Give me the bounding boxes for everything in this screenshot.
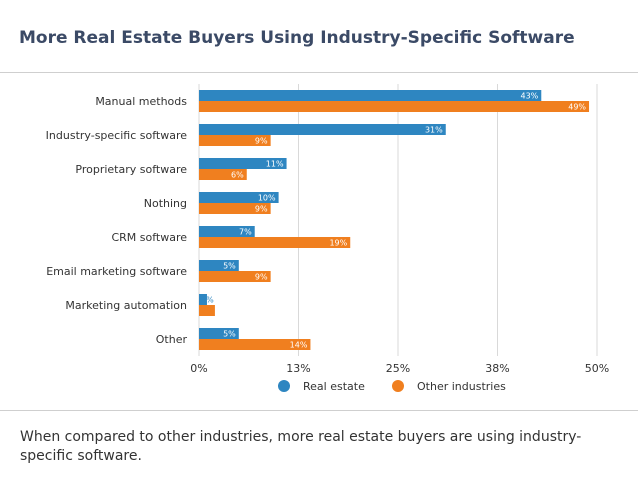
bar-real-estate	[199, 158, 287, 169]
bar-real-estate	[199, 260, 239, 271]
bar-other-industries	[199, 339, 311, 350]
data-label: 5%	[223, 330, 236, 339]
bar-other-industries	[199, 169, 247, 180]
page-title: More Real Estate Buyers Using Industry-S…	[19, 28, 575, 48]
data-label: 9%	[255, 205, 268, 214]
x-tick-label: 0%	[190, 362, 207, 375]
bar-other-industries	[199, 237, 351, 248]
data-label: 6%	[231, 171, 244, 180]
data-label: 31%	[425, 126, 443, 135]
data-label: 2%	[201, 307, 214, 316]
category-label: Marketing automation	[65, 299, 187, 312]
bar-real-estate	[199, 328, 239, 339]
data-label: 14%	[290, 341, 308, 350]
category-label: Proprietary software	[75, 163, 187, 176]
data-label: 5%	[223, 262, 236, 271]
category-label: Manual methods	[95, 95, 187, 108]
bar-real-estate	[199, 124, 446, 135]
bar-real-estate	[199, 192, 279, 203]
bar-other-industries	[199, 305, 215, 316]
x-tick-label: 13%	[286, 362, 310, 375]
bar-real-estate	[199, 90, 542, 101]
category-label: Nothing	[144, 197, 187, 210]
data-label: 49%	[568, 103, 586, 112]
data-label: 9%	[255, 137, 268, 146]
bar-real-estate	[199, 226, 255, 237]
legend-other-industries-label: Other industries	[417, 380, 506, 393]
bar-real-estate	[199, 294, 207, 305]
bar-other-industries	[199, 271, 271, 282]
category-label: Other	[156, 333, 188, 346]
legend-real-estate-marker	[278, 380, 290, 392]
data-label: 19%	[329, 239, 347, 248]
bar-other-industries	[199, 135, 271, 146]
data-label: 7%	[239, 228, 252, 237]
category-label: Email marketing software	[46, 265, 187, 278]
x-tick-label: 50%	[585, 362, 609, 375]
bar-other-industries	[199, 203, 271, 214]
header-divider	[0, 72, 638, 73]
category-label: Industry-specific software	[46, 129, 188, 142]
data-label: 11%	[266, 160, 284, 169]
data-label: 1%	[201, 296, 214, 305]
legend-other-industries-marker	[392, 380, 404, 392]
data-label: 43%	[520, 92, 538, 101]
footer-divider	[0, 410, 638, 411]
data-label: 10%	[258, 194, 276, 203]
bar-chart-svg: 0% 13% 25% 38% 50% Manual methods Industry-spe…	[46, 84, 609, 393]
legend-real-estate-label: Real estate	[303, 380, 365, 393]
bar-other-industries	[199, 101, 590, 112]
data-label: 9%	[255, 273, 268, 282]
caption-text: When compared to other industries, more …	[20, 429, 582, 464]
x-tick-label: 25%	[386, 362, 410, 375]
bar-chart: 0% 13% 25% 38% 50% Manual methods Industry-spe…	[0, 73, 638, 409]
x-tick-label: 38%	[485, 362, 509, 375]
category-label: CRM software	[111, 231, 187, 244]
